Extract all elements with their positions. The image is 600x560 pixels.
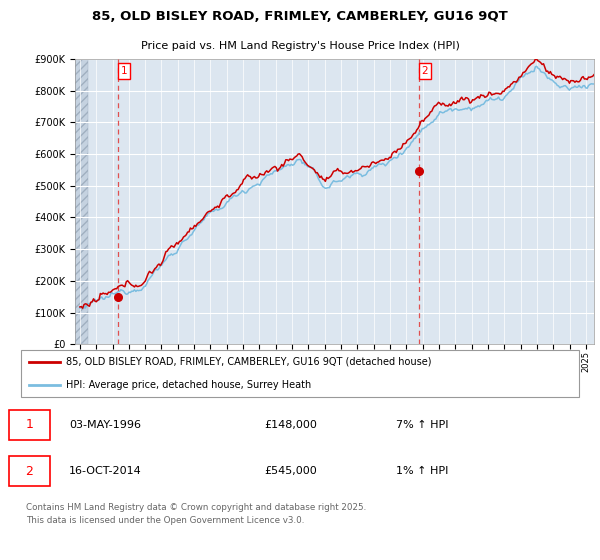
Text: 2: 2 [422, 66, 428, 76]
Text: £545,000: £545,000 [264, 466, 317, 476]
Text: 85, OLD BISLEY ROAD, FRIMLEY, CAMBERLEY, GU16 9QT: 85, OLD BISLEY ROAD, FRIMLEY, CAMBERLEY,… [92, 10, 508, 23]
FancyBboxPatch shape [9, 456, 50, 486]
Text: 1: 1 [25, 418, 34, 431]
Text: 2: 2 [25, 465, 34, 478]
Text: 85, OLD BISLEY ROAD, FRIMLEY, CAMBERLEY, GU16 9QT (detached house): 85, OLD BISLEY ROAD, FRIMLEY, CAMBERLEY,… [66, 357, 431, 367]
Text: 1% ↑ HPI: 1% ↑ HPI [396, 466, 448, 476]
Text: HPI: Average price, detached house, Surrey Heath: HPI: Average price, detached house, Surr… [66, 380, 311, 390]
Text: 03-MAY-1996: 03-MAY-1996 [69, 420, 141, 430]
Text: 1: 1 [121, 66, 127, 76]
Bar [75, 59, 88, 344]
Text: £148,000: £148,000 [264, 420, 317, 430]
FancyBboxPatch shape [9, 410, 50, 440]
FancyBboxPatch shape [21, 351, 579, 396]
Text: 7% ↑ HPI: 7% ↑ HPI [396, 420, 449, 430]
Text: Contains HM Land Registry data © Crown copyright and database right 2025.
This d: Contains HM Land Registry data © Crown c… [26, 503, 367, 525]
Text: 16-OCT-2014: 16-OCT-2014 [69, 466, 142, 476]
Text: Price paid vs. HM Land Registry's House Price Index (HPI): Price paid vs. HM Land Registry's House … [140, 41, 460, 51]
